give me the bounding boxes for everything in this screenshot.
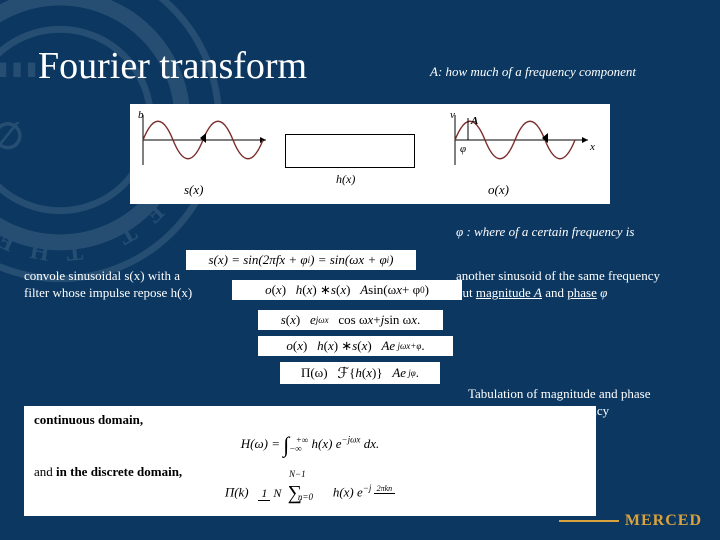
brand-merced: MERCED: [559, 512, 702, 530]
eq-sx-full: s(x) = sin(2πfx + φi) = sin(ωx + φi): [186, 250, 416, 270]
eq-ox-exp: o(x) h(x) ∗ s(x) Ae jωx+φ.: [258, 336, 453, 356]
svg-text:▮▮▮: ▮▮▮: [0, 59, 41, 79]
label-another: another sinusoid of the same frequencybu…: [456, 268, 706, 302]
eq-ox: o(x) h(x) ∗ s(x) A sin(ωx + φ0): [232, 280, 462, 300]
eq-sx-exp: s(x) ejωx cos ωx + j sin ωx.: [258, 310, 443, 330]
label-phi: φ : where of a certain frequency is: [456, 224, 634, 241]
hx-label: h(x): [336, 172, 355, 187]
eq-Pi: Π(ω) ℱ{h(x)} Ae jφ.: [280, 362, 440, 384]
svg-text:∅: ∅: [0, 116, 28, 156]
slide-title: Fourier transform: [38, 44, 307, 88]
sx-label: s(x): [184, 182, 204, 198]
svg-text:x: x: [589, 141, 595, 153]
convolution-diagram: b h(x) v x A φ s(x) o(x): [130, 104, 610, 204]
svg-text:φ: φ: [460, 143, 466, 155]
transform-definitions: continuous domain, H(ω) = ∫−∞+∞ h(x) e−j…: [24, 406, 596, 516]
svg-text:b: b: [138, 110, 144, 121]
svg-text:A: A: [470, 115, 478, 127]
svg-text:v: v: [450, 110, 455, 121]
ox-label: o(x): [488, 182, 509, 198]
label-A: A: how much of a frequency component: [430, 64, 636, 81]
label-convolve: convole sinusoidal s(x) with afilter who…: [24, 268, 234, 302]
